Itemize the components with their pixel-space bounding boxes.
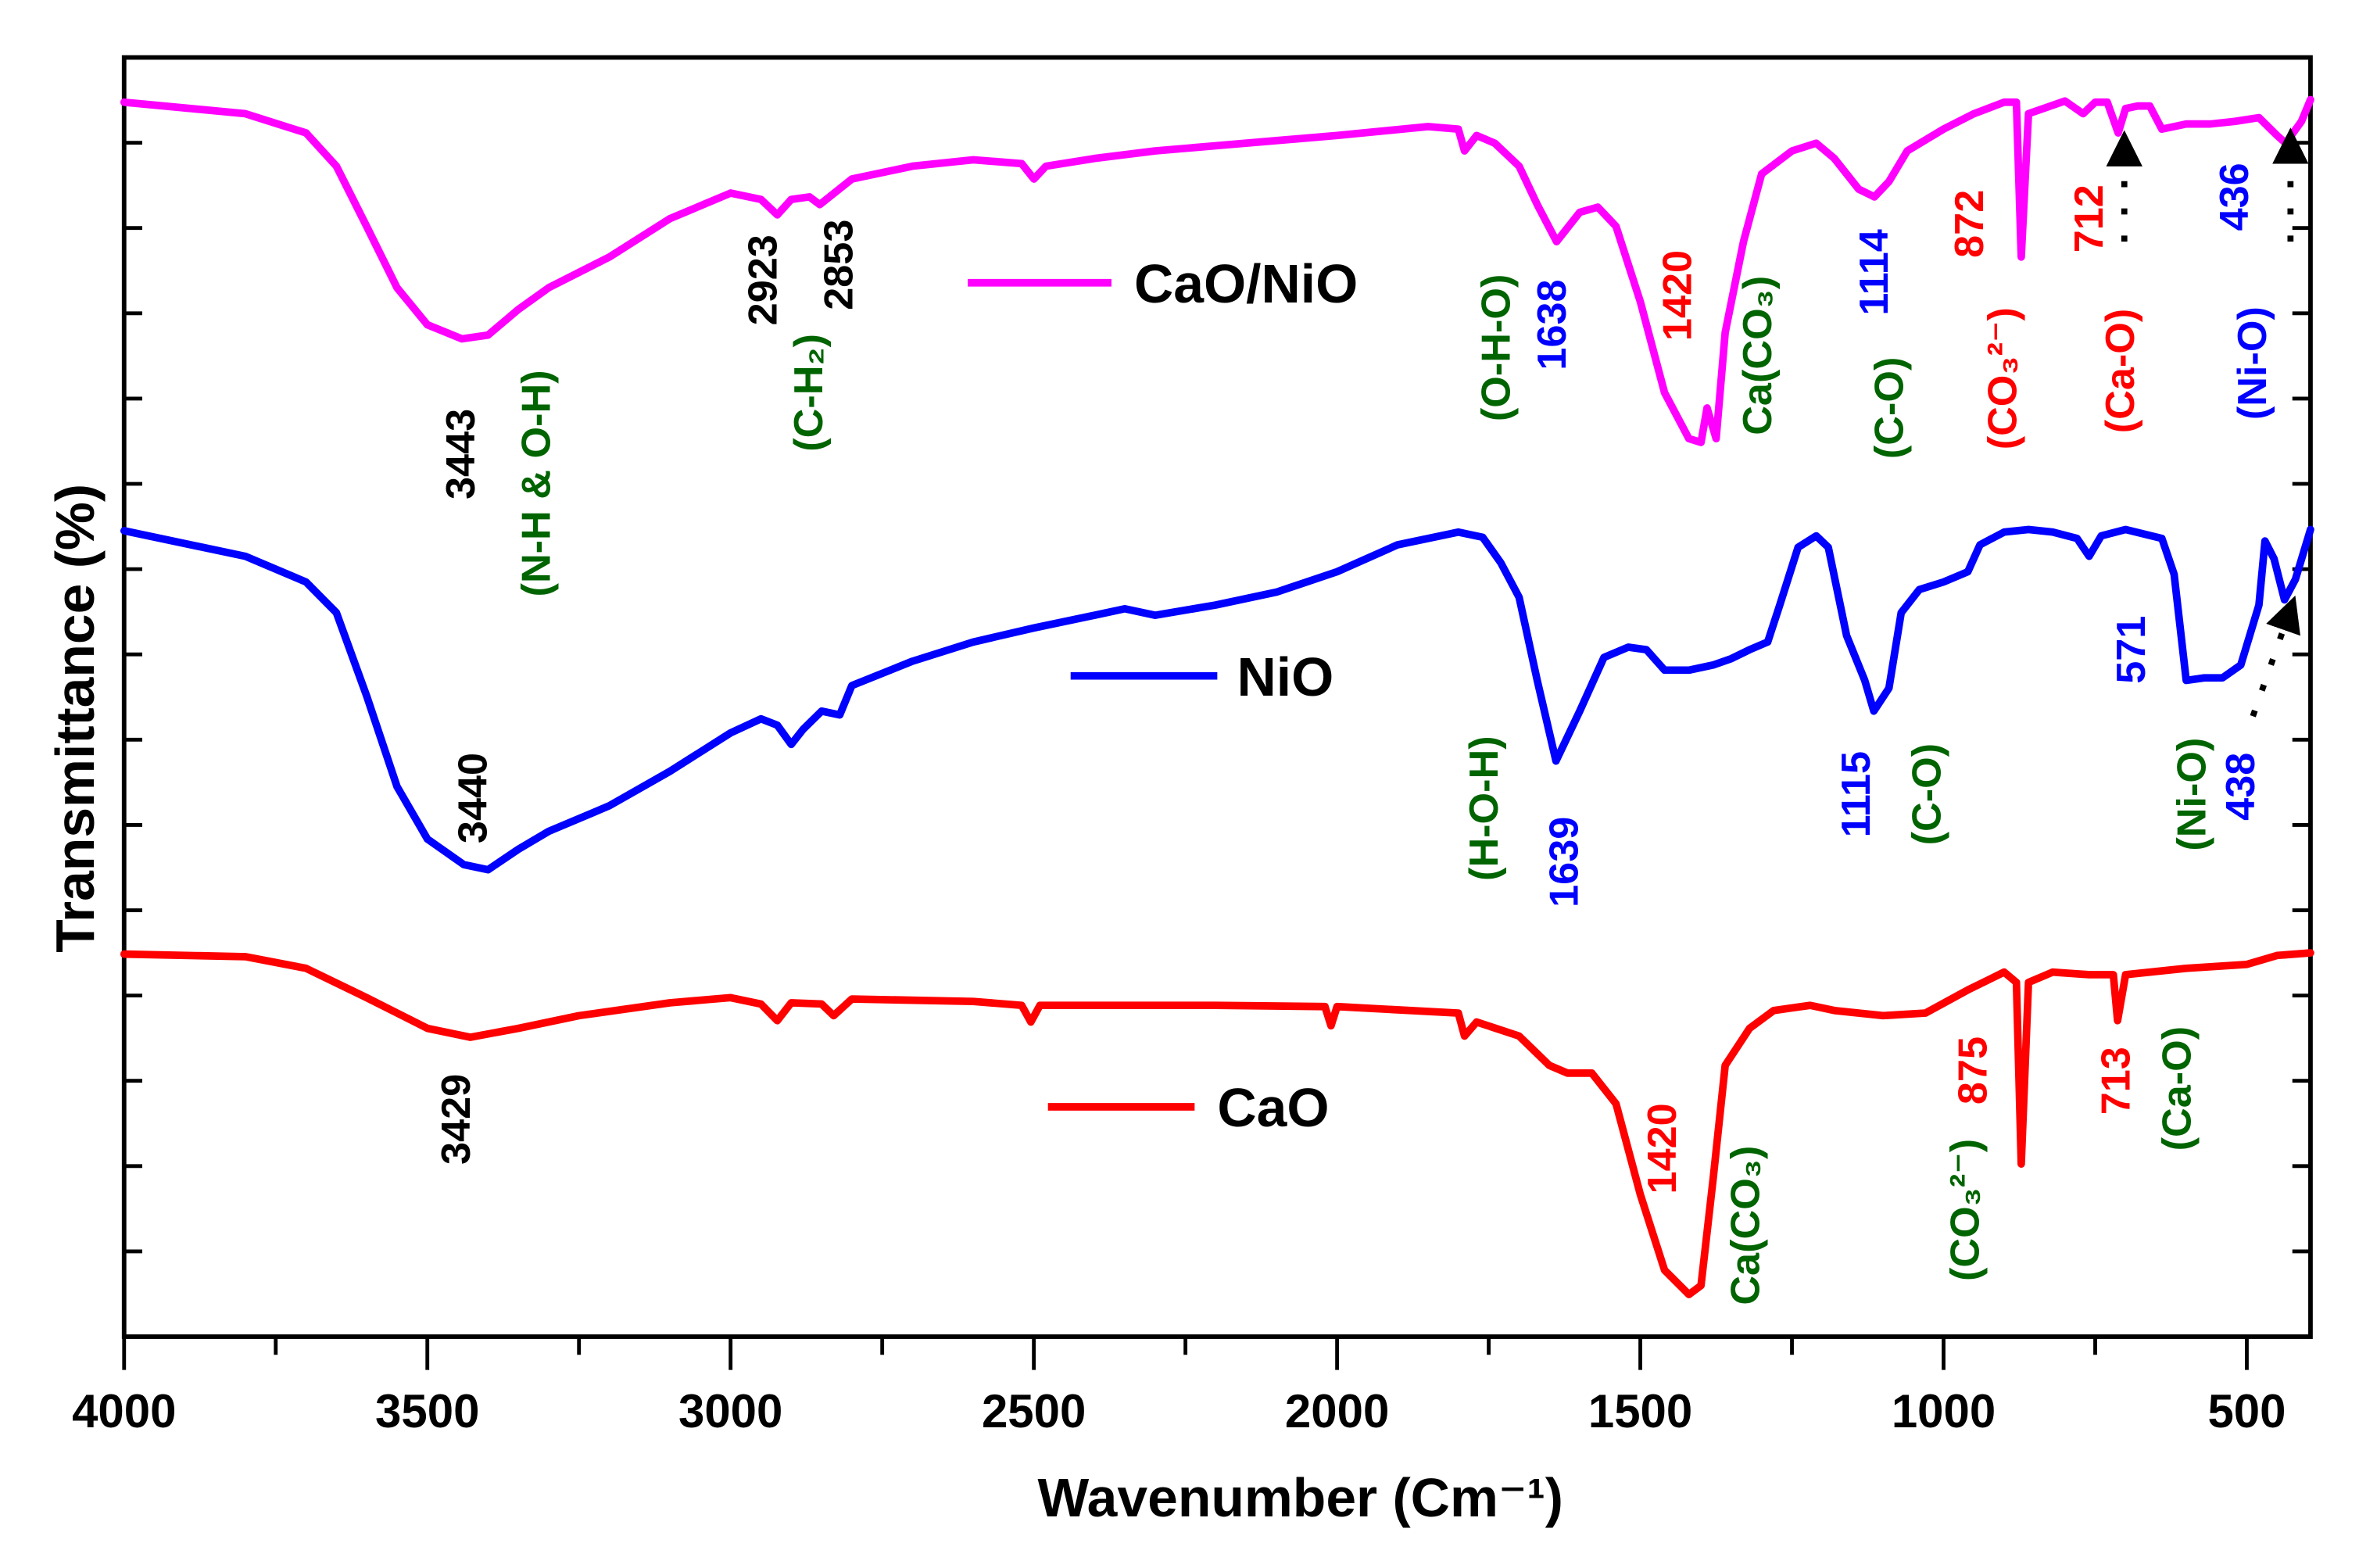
x-axis-title: Wavenumber (Cm⁻¹) — [1038, 1467, 1563, 1528]
annotation-arrows — [2106, 127, 2309, 718]
axis-ticks — [122, 141, 2311, 1370]
peak-annotation: 571 — [2109, 616, 2154, 684]
peak-annotations: 3443 (N-H & O-H) 2923(C-H₂) 2853 (O-H-O) 1638… — [434, 163, 2275, 1305]
legend-cao: CaO — [1047, 1077, 1330, 1138]
x-tick-label: 2000 — [1285, 1385, 1389, 1437]
peak-annotation: (N-H & O-H) — [514, 370, 559, 596]
peak-annotation: 3440 — [451, 753, 496, 843]
y-axis-title: Transmittance (%) — [45, 484, 106, 953]
series-line-cao-nio — [120, 95, 2314, 446]
x-tick-label: 500 — [2207, 1385, 2286, 1437]
legend-cao-nio: CaO/NiO — [968, 253, 1358, 314]
peak-annotation: 436 — [2212, 163, 2257, 231]
peak-annotation: 3429 — [434, 1074, 479, 1165]
x-tick-label: 1000 — [1892, 1385, 1996, 1437]
peak-annotation: 712 — [2067, 184, 2112, 252]
peak-annotation: 1639 — [1542, 817, 1588, 908]
x-tick-label: 3500 — [375, 1385, 479, 1437]
peak-annotation: 872 — [1947, 190, 1992, 258]
peak-annotation: 2853 — [817, 220, 862, 310]
legend-label-cao: CaO — [1217, 1077, 1329, 1138]
peak-annotation: (CO₃²⁻) — [1943, 1139, 1989, 1281]
series-line-nio — [120, 525, 2314, 874]
peak-annotation: 1420 — [1640, 1103, 1685, 1194]
peak-annotation: Ca(CO₃) — [1735, 276, 1781, 435]
spectra — [120, 95, 2314, 1298]
peak-annotation: 1638 — [1530, 279, 1575, 370]
peak-annotation: 3443 — [439, 409, 484, 499]
peak-annotation: (C-O) — [1905, 743, 1950, 846]
x-tick-labels: 4000 3500 3000 2500 2000 1500 1000 500 — [72, 1385, 2286, 1437]
peak-annotation: (CO₃²⁻) — [1980, 307, 2025, 449]
legend-label-nio: NiO — [1237, 646, 1334, 707]
legend-nio: NiO — [1070, 646, 1334, 707]
peak-annotation: (C-H₂) — [786, 334, 832, 452]
series-line-cao — [120, 949, 2314, 1298]
arrow-icon — [2250, 595, 2301, 718]
x-tick-label: 3000 — [678, 1385, 782, 1437]
peak-annotation: (H-O-H) — [1462, 736, 1507, 881]
peak-annotation: (Ca-O) — [2154, 1026, 2200, 1151]
peak-annotation: Ca(CO₃) — [1724, 1146, 1769, 1305]
peak-annotation: 713 — [2094, 1047, 2139, 1115]
peak-annotation: (C-O) — [1867, 357, 1912, 459]
peak-annotation: (Ni-O) — [2170, 738, 2215, 851]
x-tick-label: 2500 — [982, 1385, 1086, 1437]
peak-annotation: (Ni-O) — [2230, 306, 2275, 420]
peak-annotation: 438 — [2218, 753, 2264, 821]
peak-annotation: 2923 — [741, 234, 786, 325]
peak-annotation: 1115 — [1834, 751, 1879, 837]
x-tick-label: 1500 — [1588, 1385, 1692, 1437]
x-tick-label: 4000 — [72, 1385, 176, 1437]
peak-annotation: 875 — [1951, 1036, 1996, 1104]
peak-annotation: (Ca-O) — [2098, 309, 2143, 434]
peak-annotation: 1114 — [1852, 229, 1897, 315]
legend-label-cao-nio: CaO/NiO — [1134, 253, 1358, 314]
peak-annotation: 1420 — [1656, 250, 1701, 341]
peak-annotation: (O-H-O) — [1474, 274, 1520, 422]
plot-frame — [121, 55, 2313, 1339]
